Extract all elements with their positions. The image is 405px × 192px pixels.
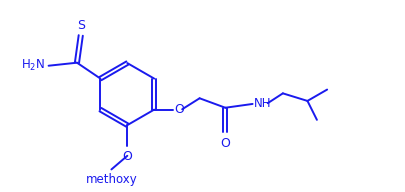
Text: S: S [77, 19, 85, 32]
Text: O: O [220, 137, 230, 150]
Text: methoxy: methoxy [85, 173, 137, 186]
Text: O: O [173, 103, 183, 116]
Text: NH: NH [253, 97, 271, 110]
Text: H$_2$N: H$_2$N [21, 57, 45, 73]
Text: O: O [122, 150, 132, 163]
